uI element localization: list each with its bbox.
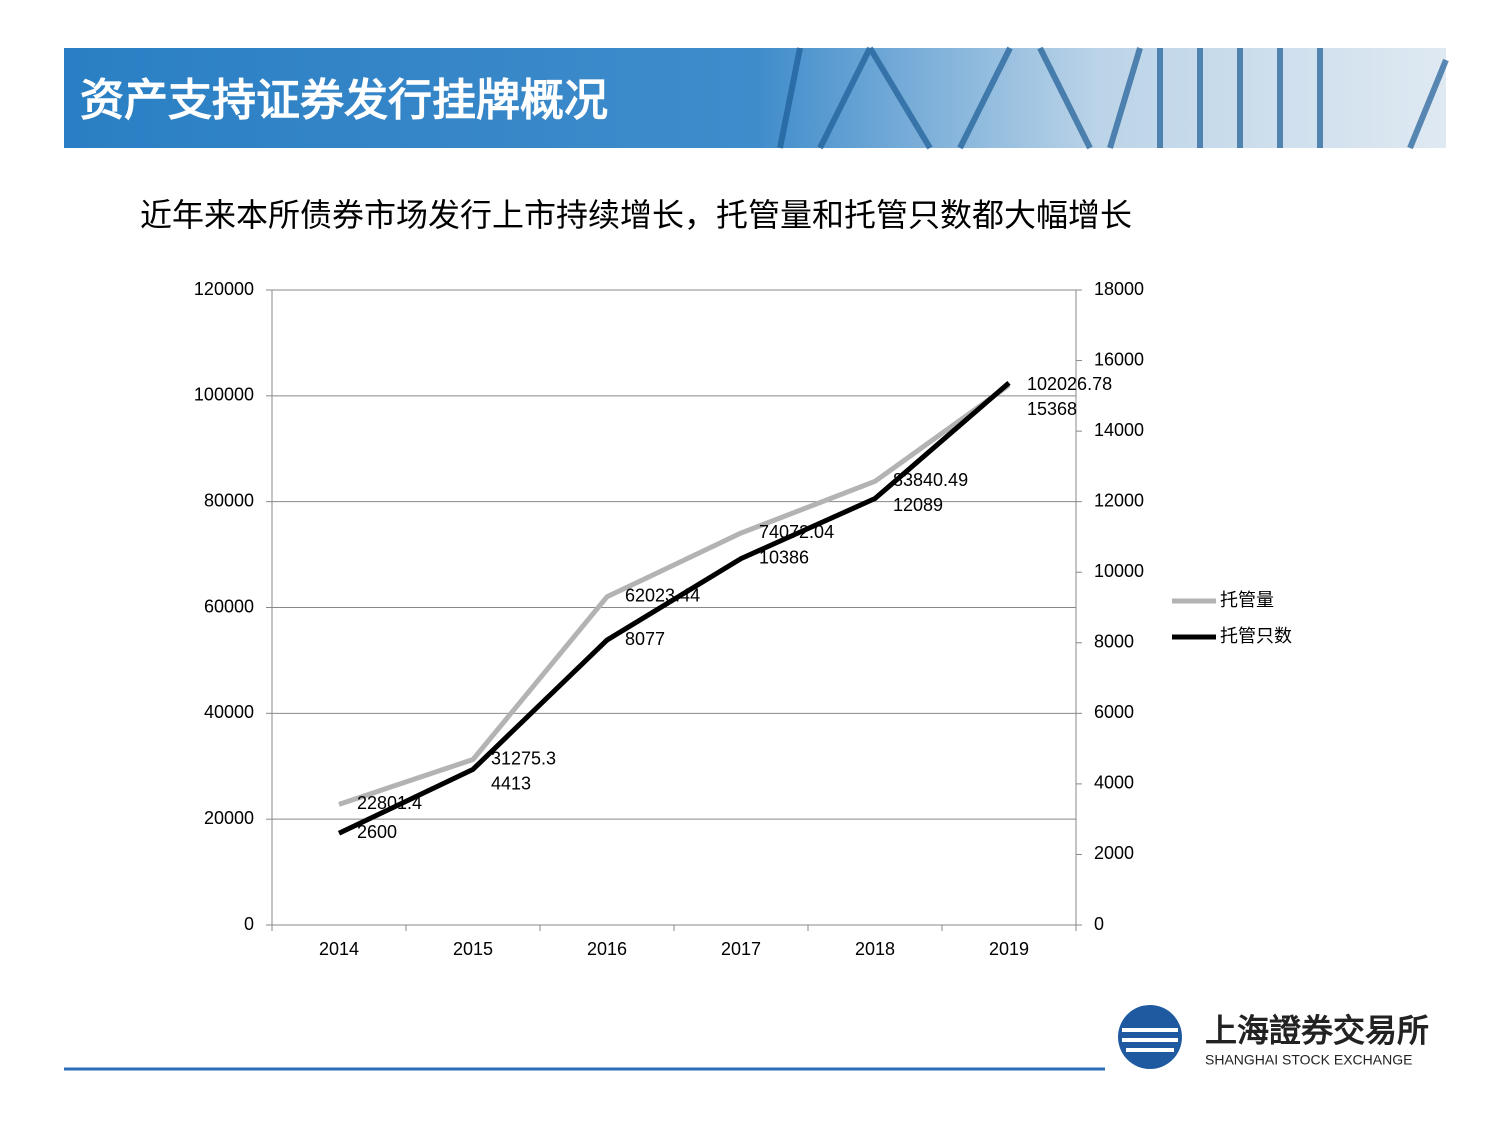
x-tick-label: 2014 xyxy=(319,939,359,959)
header-title: 资产支持证券发行挂牌概况 xyxy=(80,75,608,126)
logo: 上海證券交易所 SHANGHAI STOCK EXCHANGE xyxy=(1118,1005,1429,1069)
data-label: 8077 xyxy=(625,629,665,649)
y-tick-label: 60000 xyxy=(204,596,254,616)
y-tick-label: 80000 xyxy=(204,490,254,510)
data-label: 74072.04 xyxy=(759,522,834,542)
x-tick-label: 2016 xyxy=(587,939,627,959)
y2-tick-label: 12000 xyxy=(1094,490,1144,510)
data-label: 83840.49 xyxy=(893,470,968,490)
x-tick-label: 2019 xyxy=(989,939,1029,959)
logo-english: SHANGHAI STOCK EXCHANGE xyxy=(1205,1052,1412,1068)
y-tick-label: 100000 xyxy=(194,385,254,405)
y2-tick-label: 14000 xyxy=(1094,420,1144,440)
y2-tick-label: 2000 xyxy=(1094,843,1134,863)
subtitle: 近年来本所债券市场发行上市持续增长，托管量和托管只数都大幅增长 xyxy=(140,196,1132,234)
data-label: 62023.44 xyxy=(625,586,700,606)
data-label: 12089 xyxy=(893,495,943,515)
y-tick-label: 120000 xyxy=(194,279,254,299)
data-label: 2600 xyxy=(357,822,397,842)
data-label: 22801.4 xyxy=(357,793,422,813)
y2-tick-label: 18000 xyxy=(1094,279,1144,299)
y-tick-label: 20000 xyxy=(204,808,254,828)
data-label: 4413 xyxy=(491,773,531,793)
logo-name: 上海證券交易所 xyxy=(1205,1012,1429,1050)
data-label: 15368 xyxy=(1027,399,1077,419)
y-tick-label: 40000 xyxy=(204,702,254,722)
x-tick-label: 2017 xyxy=(721,939,761,959)
series-line xyxy=(337,380,1011,836)
header-bar xyxy=(64,48,1446,148)
data-label: 31275.3 xyxy=(491,748,556,768)
y2-tick-label: 0 xyxy=(1094,914,1104,934)
series-line xyxy=(338,383,1011,807)
y2-tick-label: 8000 xyxy=(1094,632,1134,652)
y2-tick-label: 6000 xyxy=(1094,702,1134,722)
legend-label: 托管只数 xyxy=(1220,626,1292,647)
y2-tick-label: 10000 xyxy=(1094,561,1144,581)
data-label: 10386 xyxy=(759,547,809,567)
logo-icon xyxy=(1118,1005,1182,1069)
y2-tick-label: 4000 xyxy=(1094,773,1134,793)
logo-stripes xyxy=(1122,1028,1178,1052)
y-tick-label: 0 xyxy=(244,914,254,934)
header-building xyxy=(777,46,1449,150)
data-label: 102026.78 xyxy=(1027,374,1112,394)
x-tick-label: 2015 xyxy=(453,939,493,959)
x-tick-label: 2018 xyxy=(855,939,895,959)
y2-tick-label: 16000 xyxy=(1094,349,1144,369)
legend-label: 托管量 xyxy=(1220,590,1274,611)
